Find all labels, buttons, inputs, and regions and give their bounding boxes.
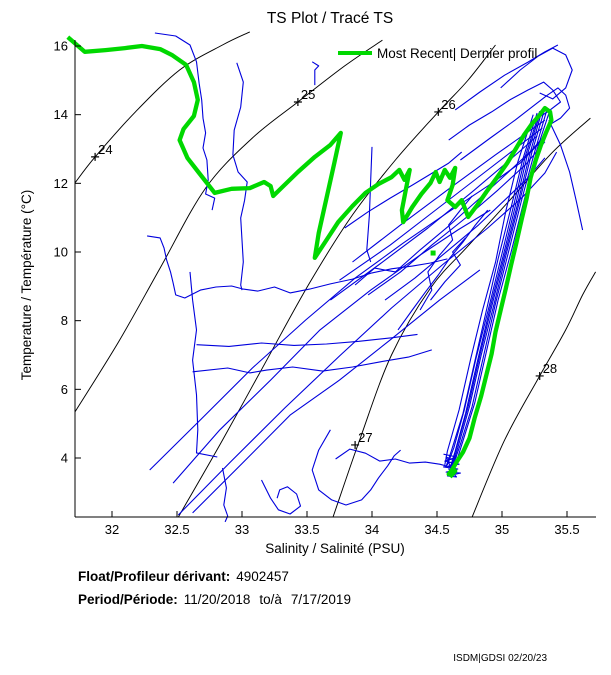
contour-plus-marker bbox=[434, 107, 443, 116]
isopycnal-28 bbox=[471, 271, 597, 518]
float-id-value: 4902457 bbox=[236, 569, 289, 584]
period-to-label: to/à bbox=[259, 592, 282, 607]
contour-plus-marker bbox=[535, 371, 544, 380]
profile-trace bbox=[354, 131, 548, 286]
legend-label: Most Recent| Dernier profil bbox=[377, 46, 537, 61]
y-tick-label: 10 bbox=[54, 245, 68, 260]
contour-level-label: 28 bbox=[543, 361, 557, 376]
most-recent-trace bbox=[66, 35, 554, 479]
profile-trace bbox=[154, 32, 216, 211]
period-label: Period/Période: bbox=[78, 592, 178, 607]
y-tick-label: 6 bbox=[61, 382, 68, 397]
period-line: Period/Période: 11/20/2018 to/à 7/17/2019 bbox=[78, 592, 351, 607]
watermark: ISDM|GDSI 02/20/23 bbox=[453, 653, 547, 664]
profile-trace bbox=[419, 195, 473, 311]
contour-level-label: 25 bbox=[301, 87, 315, 102]
y-tick-label: 16 bbox=[54, 39, 68, 54]
profile-trace bbox=[442, 453, 461, 478]
x-tick-label: 35.5 bbox=[554, 522, 579, 537]
x-tick-label: 34.5 bbox=[424, 522, 449, 537]
profile-trace bbox=[147, 235, 448, 299]
profile-trace bbox=[500, 47, 573, 100]
profile-trace bbox=[344, 151, 463, 229]
contour-level-label: 24 bbox=[98, 142, 112, 157]
contour-labels: 24 25 26 27 28 bbox=[91, 87, 557, 449]
isopycnal-24 bbox=[74, 31, 251, 184]
isopycnal-25 bbox=[74, 39, 383, 413]
profile-trace bbox=[448, 81, 562, 141]
profile-trace bbox=[446, 111, 541, 466]
profile-trace bbox=[192, 269, 481, 514]
most-recent-point-marker bbox=[430, 250, 436, 256]
profile-trace bbox=[548, 119, 584, 231]
profile-trace bbox=[454, 44, 559, 111]
profile-trace bbox=[430, 237, 467, 301]
x-tick-label: 32 bbox=[105, 522, 119, 537]
contour-plus-marker bbox=[91, 152, 100, 161]
legend: Most Recent| Dernier profil bbox=[338, 46, 537, 61]
profile-trace bbox=[330, 135, 538, 301]
period-to-value: 7/17/2019 bbox=[291, 592, 351, 607]
profile-trace bbox=[232, 62, 248, 291]
y-tick-label: 8 bbox=[61, 313, 68, 328]
isopycnal-contours bbox=[74, 31, 597, 518]
profile-trace bbox=[335, 448, 451, 468]
profile-trace bbox=[453, 107, 549, 464]
isopycnal-27 bbox=[332, 117, 591, 518]
profile-trace bbox=[177, 151, 558, 516]
profile-trace bbox=[452, 108, 546, 466]
profile-trace bbox=[397, 209, 489, 331]
profile-trace bbox=[261, 479, 302, 515]
x-tick-label: 34 bbox=[365, 522, 379, 537]
y-tick-label: 12 bbox=[54, 176, 68, 191]
contour-level-label: 27 bbox=[358, 430, 372, 445]
y-tick-label: 4 bbox=[61, 451, 68, 466]
period-from-value: 11/20/2018 bbox=[184, 592, 251, 607]
plot-title: TS Plot / Tracé TS bbox=[267, 10, 393, 27]
x-axis-label: Salinity / Salinité (PSU) bbox=[265, 541, 405, 556]
profile-trace bbox=[460, 87, 571, 161]
profile-trace bbox=[311, 429, 401, 506]
float-id-line: Float/Profileur dérivant: 4902457 bbox=[78, 569, 289, 584]
float-id-label: Float/Profileur dérivant: bbox=[78, 569, 230, 584]
x-tick-label: 35 bbox=[495, 522, 509, 537]
profile-trace bbox=[352, 119, 546, 263]
x-tick-label: 33.5 bbox=[294, 522, 319, 537]
profile-trace bbox=[189, 271, 218, 458]
axes: 32 32.5 33 33.5 34 34.5 35 35.5 4 6 8 10 12 14 16 bbox=[54, 39, 596, 537]
y-axis-label: Temperature / Température (°C) bbox=[19, 190, 34, 380]
profile-trace bbox=[196, 333, 418, 347]
profile-trace bbox=[450, 109, 543, 467]
contour-plus-marker bbox=[293, 97, 302, 106]
profile-trace bbox=[221, 467, 229, 523]
profile-trace bbox=[366, 146, 373, 263]
most-recent-profile-line bbox=[66, 35, 554, 479]
isopycnal-26 bbox=[177, 44, 496, 518]
profile-trace bbox=[192, 349, 432, 374]
profile-trace bbox=[445, 112, 538, 467]
y-tick-label: 14 bbox=[54, 107, 68, 122]
x-tick-label: 33 bbox=[235, 522, 249, 537]
x-tick-label: 32.5 bbox=[164, 522, 189, 537]
profile-lines bbox=[147, 32, 584, 523]
contour-plus-marker bbox=[351, 440, 360, 449]
contour-level-label: 26 bbox=[441, 97, 455, 112]
profile-trace bbox=[311, 61, 320, 86]
profile-trace bbox=[444, 114, 534, 466]
